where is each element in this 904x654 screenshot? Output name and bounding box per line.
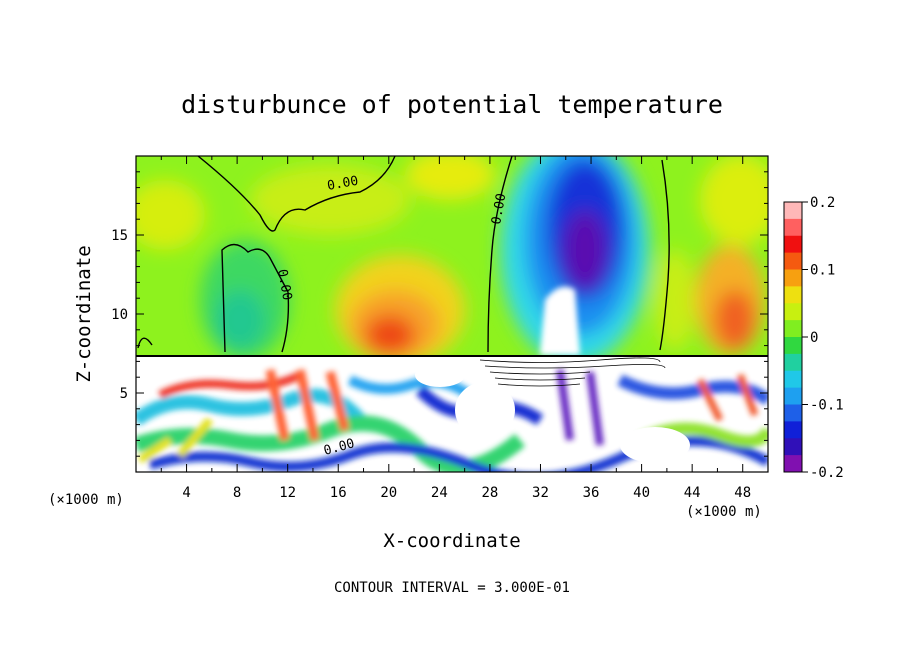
contour-label: 0.00	[274, 268, 294, 301]
colorbar-cell	[784, 202, 802, 220]
chart-title: disturbunce of potential temperature	[181, 90, 723, 119]
colorbar-cell	[784, 337, 802, 355]
y-axis-label: Z-coordinate	[73, 245, 95, 382]
x-tick-label: 48	[734, 485, 751, 501]
colorbar-cell	[784, 387, 802, 405]
colorbar-cell	[784, 235, 802, 254]
x-unit-left: (×1000 m)	[48, 492, 124, 508]
colorbar-cell	[784, 455, 802, 473]
x-tick-label: 8	[233, 485, 241, 501]
contour-interval-note: CONTOUR INTERVAL = 3.000E-01	[334, 580, 570, 596]
colorbar-cell	[784, 303, 802, 321]
x-tick-label: 12	[279, 485, 296, 501]
y-axis: 5 10 15	[111, 171, 768, 457]
colorbar-tick-label: 0.2	[810, 195, 835, 211]
colorbar-cell	[784, 286, 802, 304]
colorbar-cell	[784, 269, 802, 287]
colorbar-cell	[784, 404, 802, 422]
x-tick-label: 36	[583, 485, 600, 501]
x-tick-label: 40	[633, 485, 650, 501]
colorbar-tick-label: 0.1	[810, 263, 835, 279]
y-tick-label: 15	[111, 228, 128, 244]
x-axis: 4 8 12 16 20 24 28 32 36 40 44 48	[160, 156, 751, 501]
x-tick-label: 4	[182, 485, 190, 501]
colorbar: 0.2 0.1 0 -0.1 -0.2	[783, 195, 844, 481]
contour-label: 0.00	[489, 192, 509, 225]
x-tick-label: 44	[684, 485, 701, 501]
y-tick-label: 5	[120, 386, 128, 402]
colorbar-cell	[784, 421, 802, 439]
colorbar-cell	[784, 353, 802, 372]
x-tick-label: 16	[330, 485, 347, 501]
x-tick-label: 28	[481, 485, 498, 501]
colorbar-cell	[784, 438, 802, 456]
colorbar-cell	[784, 370, 802, 389]
x-tick-label: 24	[431, 485, 448, 501]
colorbar-cell	[784, 218, 802, 237]
x-tick-label: 32	[532, 485, 549, 501]
colorbar-tick-label: -0.2	[810, 465, 844, 481]
colorbar-tick-label: -0.1	[810, 398, 844, 414]
colorbar-cell	[784, 320, 802, 338]
colorbar-cell	[784, 252, 802, 270]
colorbar-tick-label: 0	[810, 330, 818, 346]
heatmap-field	[136, 156, 768, 472]
x-axis-label: X-coordinate	[383, 530, 520, 552]
contour-label: 0.00	[326, 174, 359, 194]
y-tick-label: 10	[111, 307, 128, 323]
x-unit-right: (×1000 m)	[686, 504, 762, 520]
x-tick-label: 20	[380, 485, 397, 501]
